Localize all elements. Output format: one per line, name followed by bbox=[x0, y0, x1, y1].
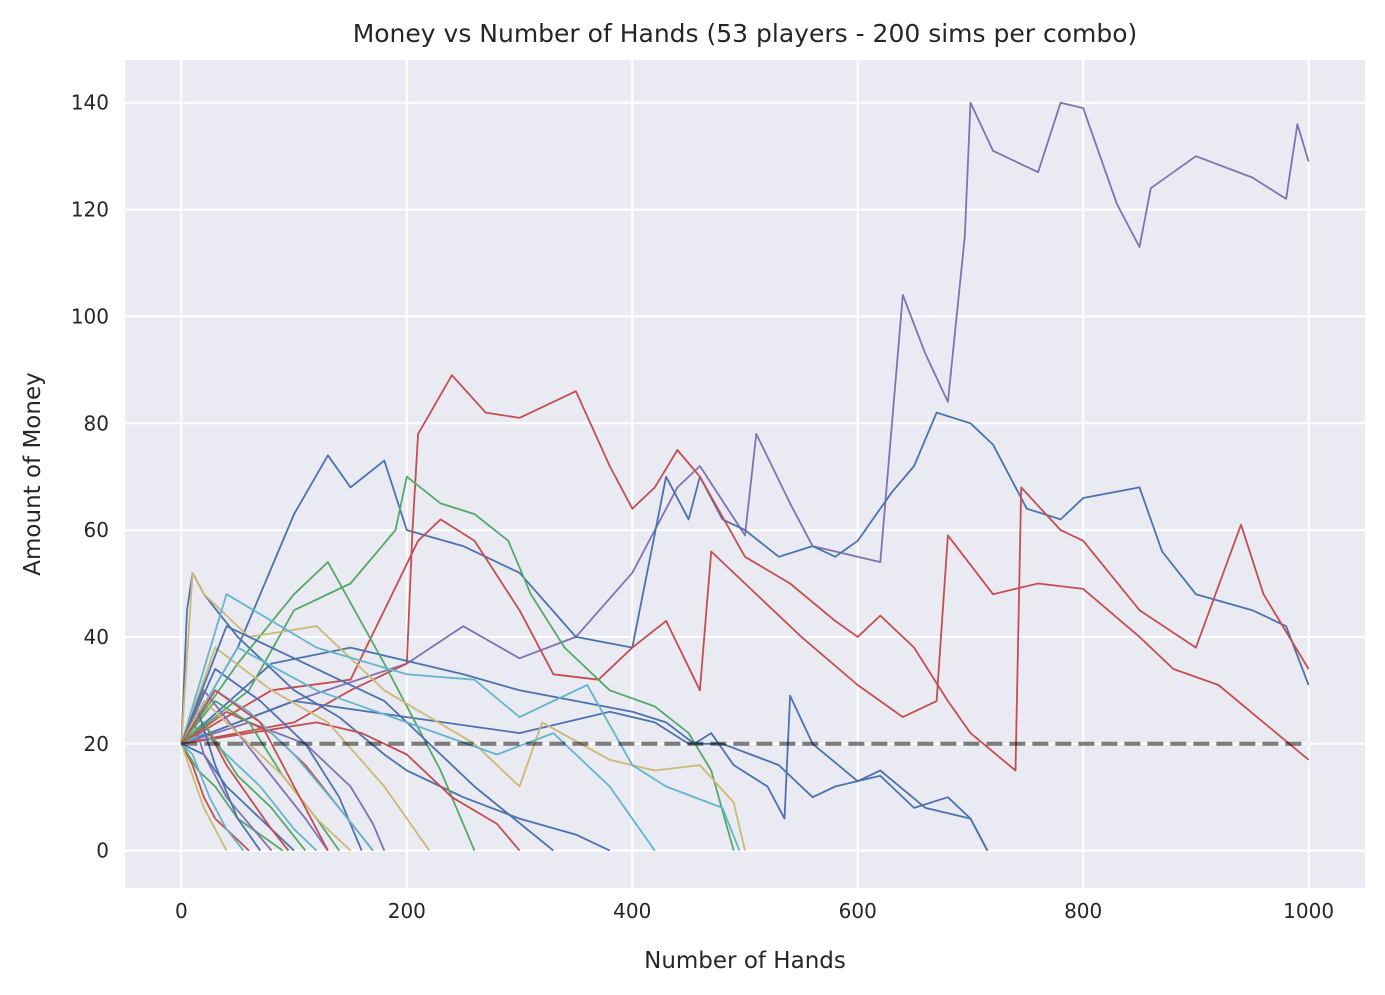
series-line-28 bbox=[180, 646, 656, 852]
gridlines bbox=[125, 60, 1365, 888]
series-line-17 bbox=[181, 732, 318, 852]
x-tick-label: 200 bbox=[388, 899, 426, 923]
series-line-14 bbox=[180, 743, 250, 852]
x-tick-label: 600 bbox=[839, 899, 877, 923]
y-tick-label: 120 bbox=[71, 198, 109, 222]
y-tick-label: 40 bbox=[84, 625, 109, 649]
series-line-27 bbox=[180, 625, 554, 852]
plot-area bbox=[125, 60, 1365, 888]
series-line-33 bbox=[180, 689, 329, 852]
y-axis-label: Amount of Money bbox=[20, 372, 46, 575]
x-axis-label: Number of Hands bbox=[644, 948, 846, 974]
series-line-8 bbox=[180, 475, 735, 851]
series-line-3 bbox=[181, 374, 1310, 772]
series-line-32 bbox=[180, 743, 245, 852]
y-tick-label: 80 bbox=[84, 411, 109, 435]
x-tick-labels: 0 200 400 600 800 1000 bbox=[175, 899, 1334, 923]
series-line-5 bbox=[181, 700, 989, 852]
series-line-22 bbox=[180, 700, 340, 852]
y-tick-label: 60 bbox=[84, 518, 109, 542]
series-line-29 bbox=[180, 721, 307, 852]
y-tick-label: 100 bbox=[71, 304, 109, 328]
series-line-31 bbox=[180, 700, 352, 852]
x-tick-label: 800 bbox=[1064, 899, 1102, 923]
x-tick-label: 400 bbox=[613, 899, 651, 923]
series-line-11 bbox=[180, 593, 741, 851]
series-line-16 bbox=[180, 743, 284, 852]
series-line-21 bbox=[180, 668, 363, 851]
y-tick-label: 140 bbox=[71, 91, 109, 115]
series-line-12 bbox=[181, 721, 386, 851]
series-lines bbox=[180, 101, 1310, 852]
chart-title: Money vs Number of Hands (53 players - 2… bbox=[353, 19, 1138, 48]
series-line-18 bbox=[180, 743, 228, 852]
series-line-2 bbox=[180, 411, 1310, 745]
series-line-25 bbox=[180, 689, 329, 852]
series-line-13 bbox=[181, 721, 521, 852]
y-tick-label: 20 bbox=[84, 732, 109, 756]
series-line-1 bbox=[181, 101, 1310, 745]
series-line-4 bbox=[180, 518, 1310, 761]
y-tick-label: 0 bbox=[96, 839, 109, 863]
series-line-24 bbox=[180, 646, 431, 852]
series-line-6 bbox=[180, 646, 989, 852]
x-tick-label: 0 bbox=[175, 899, 188, 923]
series-line-10 bbox=[180, 571, 746, 851]
y-tick-labels: 0 20 40 60 80 100 120 140 bbox=[71, 91, 109, 863]
x-tick-label: 1000 bbox=[1283, 899, 1334, 923]
